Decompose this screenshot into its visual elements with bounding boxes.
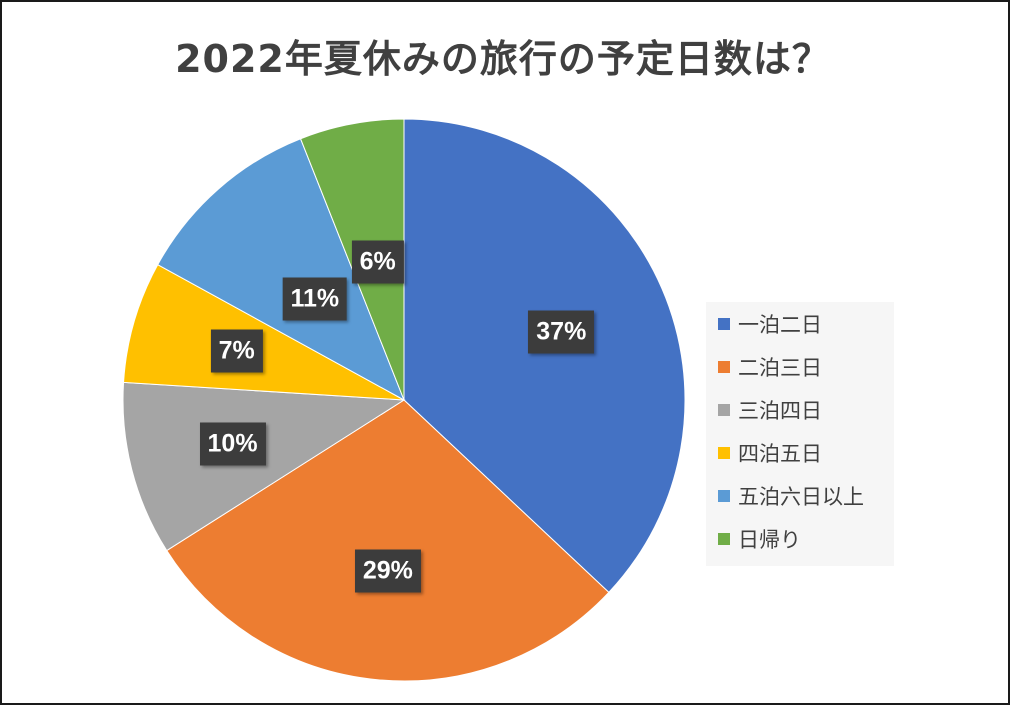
legend-item: 四泊五日 (718, 441, 822, 466)
legend-swatch (718, 404, 730, 416)
legend-label: 二泊三日 (738, 356, 822, 380)
legend-swatch (718, 533, 730, 545)
data-label: 6% (351, 240, 404, 284)
legend-label: 五泊六日以上 (738, 485, 864, 509)
data-label: 10% (199, 422, 266, 466)
legend-item: 日帰り (718, 527, 801, 552)
pie-slice (123, 263, 405, 401)
legend-item: 二泊三日 (718, 355, 822, 380)
data-label: 29% (354, 549, 421, 593)
legend-label: 三泊四日 (738, 399, 822, 423)
legend-item: 一泊二日 (718, 312, 822, 337)
legend-label: 四泊五日 (738, 442, 822, 466)
data-label: 7% (210, 329, 263, 373)
legend-item: 五泊六日以上 (718, 484, 864, 509)
data-label: 11% (282, 277, 348, 321)
legend-swatch (718, 318, 730, 330)
pie-slice (166, 399, 610, 682)
legend-swatch (718, 447, 730, 459)
pie-slice (122, 381, 406, 552)
legend-swatch (718, 490, 730, 502)
legend-label: 日帰り (738, 528, 801, 552)
legend: 一泊二日 二泊三日 三泊四日 四泊五日 五泊六日以上 日帰り (706, 302, 894, 566)
pie-slice (403, 118, 686, 594)
legend-label: 一泊二日 (738, 313, 822, 337)
data-label: 37% (528, 310, 595, 354)
legend-swatch (718, 361, 730, 373)
pie-slice (157, 138, 405, 402)
legend-item: 三泊四日 (718, 398, 822, 423)
chart-title: 2022年夏休みの旅行の予定日数は？ (175, 37, 831, 81)
